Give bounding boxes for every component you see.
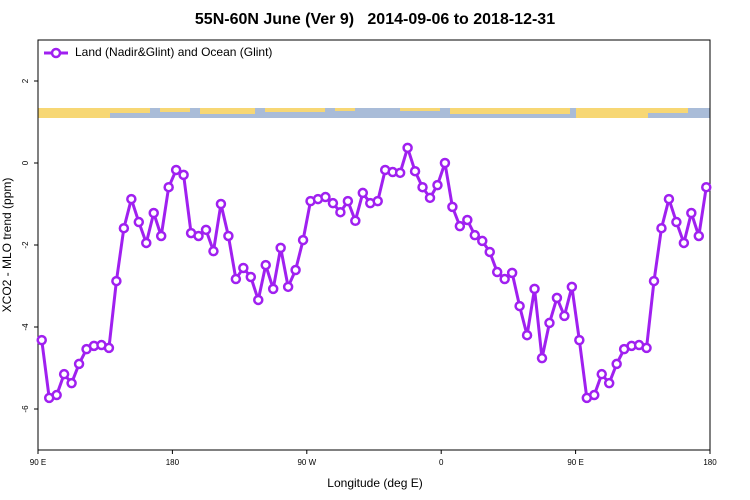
point <box>200 224 212 236</box>
point <box>551 292 563 304</box>
point <box>342 195 354 207</box>
point <box>275 242 286 254</box>
y-axis-label: XCO2 - MLO trend (ppm) <box>0 178 14 313</box>
point <box>267 283 279 295</box>
point <box>611 358 622 370</box>
point <box>357 187 369 199</box>
point <box>424 192 436 204</box>
point <box>491 266 503 278</box>
point <box>372 195 383 207</box>
point <box>678 237 690 249</box>
legend-marker <box>50 47 62 59</box>
point <box>58 368 70 380</box>
point <box>477 235 488 247</box>
x-tick-label: 90 E <box>30 458 46 467</box>
land-ocean-band <box>38 108 710 118</box>
point <box>335 206 346 218</box>
point <box>178 169 189 181</box>
point <box>521 329 533 341</box>
point <box>514 300 525 312</box>
point <box>133 216 145 228</box>
point <box>536 352 548 364</box>
point <box>432 179 443 191</box>
point <box>320 191 331 203</box>
point <box>417 181 428 193</box>
point <box>484 246 495 258</box>
point <box>656 222 667 234</box>
point <box>686 207 697 219</box>
point <box>350 215 361 227</box>
x-tick-label: 180 <box>166 458 180 467</box>
point <box>701 181 712 193</box>
point <box>111 275 122 287</box>
point <box>641 342 652 354</box>
x-axis-label: Longitude (deg E) <box>327 476 422 490</box>
point <box>574 334 585 346</box>
y-tick-label: -4 <box>21 323 30 331</box>
point <box>566 281 578 293</box>
point <box>603 377 615 389</box>
point <box>671 216 682 228</box>
point <box>596 368 607 380</box>
point <box>215 198 227 210</box>
point <box>447 201 458 213</box>
point <box>148 207 159 219</box>
point <box>499 273 510 285</box>
point <box>409 165 421 177</box>
y-tick-label: -2 <box>21 241 30 249</box>
point <box>126 193 137 205</box>
x-tick-label: 90 E <box>567 458 583 467</box>
point <box>141 237 152 249</box>
point <box>469 229 481 241</box>
point <box>402 142 413 154</box>
point <box>223 230 234 242</box>
x-tick-label: 0 <box>439 458 444 467</box>
point <box>155 230 167 242</box>
chart-title: 55N-60N June (Ver 9) 2014-09-06 to 2018-… <box>195 11 555 28</box>
point <box>589 389 600 401</box>
point <box>193 230 204 242</box>
point <box>170 164 182 176</box>
point <box>327 197 339 209</box>
point <box>73 358 85 370</box>
point <box>238 262 249 274</box>
legend-label: Land (Nadir&Glint) and Ocean (Glint) <box>75 45 272 59</box>
point <box>693 230 705 242</box>
point <box>297 234 309 246</box>
x-tick-label: 90 W <box>297 458 316 467</box>
point <box>66 377 77 389</box>
point <box>282 281 294 293</box>
point <box>544 317 555 329</box>
point <box>230 273 242 285</box>
point <box>663 193 675 205</box>
point <box>462 214 473 226</box>
point <box>245 271 257 283</box>
point <box>529 283 540 295</box>
point <box>439 157 451 169</box>
point <box>103 342 115 354</box>
point <box>51 389 62 401</box>
point <box>208 245 219 257</box>
point <box>559 310 570 322</box>
point <box>290 264 301 276</box>
plot-frame <box>37 39 711 451</box>
series-line <box>40 146 708 400</box>
point <box>260 259 271 271</box>
y-tick-label: 0 <box>21 160 30 165</box>
point <box>454 220 466 232</box>
y-tick-label: -6 <box>21 405 30 413</box>
x-tick-label: 180 <box>703 458 717 467</box>
y-tick-label: 2 <box>21 78 30 83</box>
point <box>253 294 264 306</box>
point <box>506 267 518 279</box>
point <box>163 181 174 193</box>
point <box>36 334 47 346</box>
point <box>394 167 406 179</box>
point <box>648 275 660 287</box>
point <box>118 222 130 234</box>
